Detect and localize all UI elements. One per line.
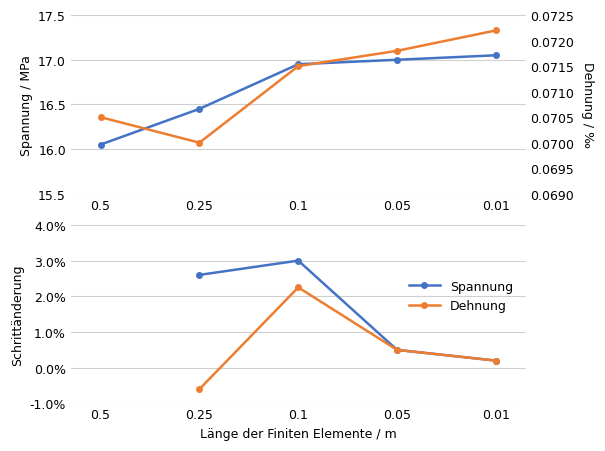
Y-axis label: Schrittänderung: Schrittänderung	[11, 264, 24, 365]
Y-axis label: Spannung / MPa: Spannung / MPa	[19, 55, 33, 156]
Y-axis label: Dehnung / ‰: Dehnung / ‰	[581, 62, 594, 148]
Legend: Spannung, Dehnung: Spannung, Dehnung	[402, 274, 519, 319]
X-axis label: Länge der Finiten Elemente / m: Länge der Finiten Elemente / m	[200, 427, 397, 440]
